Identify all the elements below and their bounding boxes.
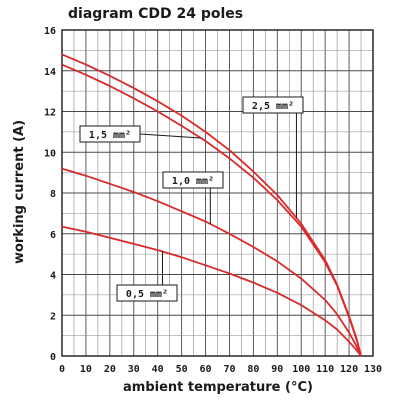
series-line (61, 167, 362, 357)
y-axis-label: working current (A) (12, 120, 27, 264)
x-tick-label: 120 (340, 364, 358, 375)
y-tick-label: 4 (50, 271, 56, 282)
y-tick-label: 0 (50, 352, 56, 363)
y-tick-label: 14 (44, 67, 56, 78)
series-lines (61, 53, 362, 357)
series-label: 0,5 mm² (126, 289, 168, 300)
x-tick-label: 80 (247, 364, 259, 375)
x-tick-label: 10 (80, 364, 92, 375)
series-line (61, 53, 362, 357)
x-tick-label: 110 (316, 364, 334, 375)
series-label: 1,5 mm² (89, 130, 131, 141)
x-tick-label: 130 (364, 364, 382, 375)
series-label-box (162, 171, 224, 189)
chart-title: diagram CDD 24 poles (68, 6, 243, 22)
x-tick-label: 0 (59, 364, 65, 375)
x-tick-label: 70 (223, 364, 235, 375)
plot-frame (61, 29, 374, 357)
y-tick-label: 16 (44, 26, 56, 37)
x-axis-label: ambient temperature (°C) (123, 380, 313, 395)
x-tick-label: 40 (152, 364, 164, 375)
y-tick-label: 6 (50, 230, 56, 241)
series-label-box (242, 96, 304, 114)
x-tick-label: 20 (104, 364, 116, 375)
series-label-box (116, 284, 178, 302)
x-tick-label: 50 (176, 364, 188, 375)
y-tick-label: 2 (50, 311, 56, 322)
series-labels: 2,5 mm² 1,5 mm² 1,0 mm² 0,5 mm² (79, 96, 304, 302)
x-tick-label: 60 (200, 364, 212, 375)
y-tick-label: 8 (50, 189, 56, 200)
x-tick-label: 90 (271, 364, 283, 375)
series-label: 2,5 mm² (252, 101, 294, 112)
series-label: 1,0 mm² (172, 176, 214, 187)
y-tick-label: 10 (44, 148, 56, 159)
label-leader-line (139, 133, 201, 139)
series-line (61, 63, 362, 357)
series-label-box (79, 125, 141, 143)
series-line (61, 225, 362, 357)
x-tick-label: 30 (128, 364, 140, 375)
grid (61, 29, 374, 357)
tick-labels: 0 10 20 30 40 50 60 70 80 90 100 110 120 130 0 2 4 6 8 10 12… (44, 26, 382, 375)
y-tick-label: 12 (44, 108, 56, 119)
x-tick-label: 100 (292, 364, 310, 375)
